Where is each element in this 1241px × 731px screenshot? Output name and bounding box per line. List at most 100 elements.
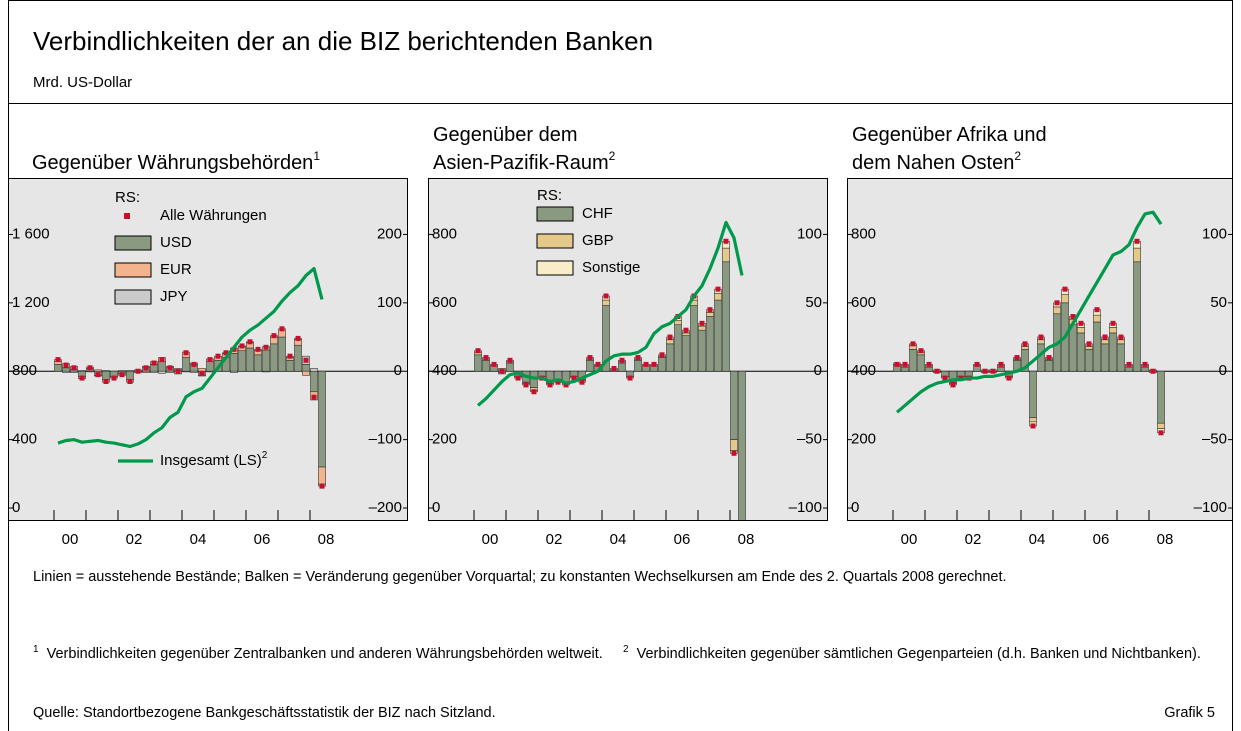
page-title: Verbindlichkeiten der an die BIZ bericht… bbox=[33, 26, 653, 56]
bar bbox=[618, 362, 626, 372]
bar bbox=[690, 305, 698, 372]
plot-marks bbox=[893, 210, 1165, 436]
bar bbox=[318, 466, 326, 485]
y-tick-label: 600 bbox=[432, 294, 457, 311]
legend-swatch bbox=[536, 260, 574, 276]
x-tick-label: 08 bbox=[318, 531, 335, 548]
total-dot bbox=[894, 361, 900, 367]
bar bbox=[1133, 261, 1141, 372]
bar bbox=[634, 359, 642, 372]
bar bbox=[1037, 339, 1045, 345]
total-dot bbox=[531, 389, 537, 395]
bar bbox=[126, 370, 134, 380]
bar bbox=[997, 366, 1005, 372]
total-dot bbox=[127, 378, 133, 384]
y2-tick-label: 50 bbox=[1210, 294, 1227, 311]
total-dot bbox=[659, 352, 665, 358]
total-dot bbox=[998, 361, 1004, 367]
total-dot bbox=[950, 382, 956, 388]
y-tick-label: 400 bbox=[851, 362, 876, 379]
bar bbox=[1021, 346, 1029, 350]
total-dot bbox=[247, 339, 253, 345]
bar bbox=[158, 370, 166, 374]
bar bbox=[1029, 370, 1037, 419]
bar bbox=[706, 312, 714, 317]
total-dot bbox=[934, 368, 940, 374]
bar bbox=[1053, 306, 1061, 315]
legend-label: Insgesamt (LS)2 bbox=[160, 450, 268, 469]
total-dot bbox=[918, 348, 924, 354]
bar bbox=[262, 350, 270, 372]
y-tick-label: 800 bbox=[851, 225, 876, 242]
bar bbox=[917, 354, 925, 372]
panel-title-line: Gegenüber Afrika und bbox=[852, 124, 1047, 146]
y-tick-label: 600 bbox=[851, 294, 876, 311]
bar bbox=[206, 370, 214, 373]
plot-marks bbox=[474, 220, 746, 520]
total-dot bbox=[990, 368, 996, 374]
bar bbox=[658, 357, 666, 372]
bar bbox=[474, 354, 482, 372]
total-dot bbox=[199, 370, 205, 376]
legend-swatch bbox=[536, 206, 574, 222]
y-tick-label: 400 bbox=[12, 431, 37, 448]
bar bbox=[182, 357, 190, 372]
line bbox=[895, 210, 1163, 414]
y-tick-label: 800 bbox=[432, 225, 457, 242]
legend-swatch bbox=[114, 289, 152, 305]
panel-title: dem Nahen Osten2 bbox=[852, 149, 1021, 174]
bar bbox=[1077, 327, 1085, 334]
footnote-text: Verbindlichkeiten gegenüber Zentralbanke… bbox=[46, 645, 603, 662]
x-tick-label: 02 bbox=[965, 531, 982, 548]
total-dot bbox=[1086, 341, 1092, 347]
y2-tick-label: 200 bbox=[377, 225, 402, 242]
total-dot bbox=[63, 362, 69, 368]
bar bbox=[714, 299, 722, 372]
x-tick-label: 00 bbox=[482, 531, 499, 548]
bar bbox=[182, 370, 190, 373]
total-dot bbox=[287, 353, 293, 359]
total-dot bbox=[707, 307, 713, 313]
panel-title-line: Gegenüber dem bbox=[433, 124, 578, 146]
bar bbox=[62, 370, 70, 373]
total-dot bbox=[319, 483, 325, 489]
bar bbox=[1125, 366, 1133, 372]
panel-title: Gegenüber Währungsbehörden1 bbox=[32, 149, 320, 174]
total-dot bbox=[499, 368, 505, 374]
bar bbox=[78, 370, 86, 372]
total-dot bbox=[627, 375, 633, 381]
x-tick-label: 06 bbox=[254, 531, 271, 548]
x-tick-label: 02 bbox=[546, 531, 563, 548]
bar bbox=[310, 368, 318, 372]
total-dot bbox=[1142, 361, 1148, 367]
total-dot bbox=[135, 368, 141, 374]
bar bbox=[1069, 324, 1077, 372]
legend-title: RS: bbox=[537, 187, 562, 204]
y-tick-label: 0 bbox=[432, 499, 440, 516]
bar bbox=[698, 325, 706, 331]
footnote-text: Verbindlichkeiten gegenüber sämtlichen G… bbox=[636, 645, 1201, 662]
total-dot bbox=[603, 293, 609, 299]
legend-label: JPY bbox=[160, 288, 188, 305]
bar bbox=[1109, 327, 1117, 334]
bar bbox=[254, 354, 262, 372]
bar bbox=[738, 370, 746, 520]
total-dot bbox=[1094, 307, 1100, 313]
line bbox=[57, 267, 324, 449]
bar bbox=[722, 261, 730, 372]
total-dot bbox=[255, 346, 261, 352]
legend-label: USD bbox=[160, 234, 192, 251]
bar bbox=[1133, 247, 1141, 263]
bar bbox=[1117, 343, 1125, 372]
legend-swatch bbox=[114, 235, 152, 251]
total-dot bbox=[175, 368, 181, 374]
total-dot bbox=[587, 355, 593, 361]
panel-title-note: 2 bbox=[609, 149, 616, 163]
total-dot bbox=[271, 333, 277, 339]
bar bbox=[482, 359, 490, 372]
total-dot bbox=[667, 334, 673, 340]
bar bbox=[318, 370, 326, 468]
total-dot bbox=[1118, 334, 1124, 340]
bar bbox=[1093, 314, 1101, 323]
